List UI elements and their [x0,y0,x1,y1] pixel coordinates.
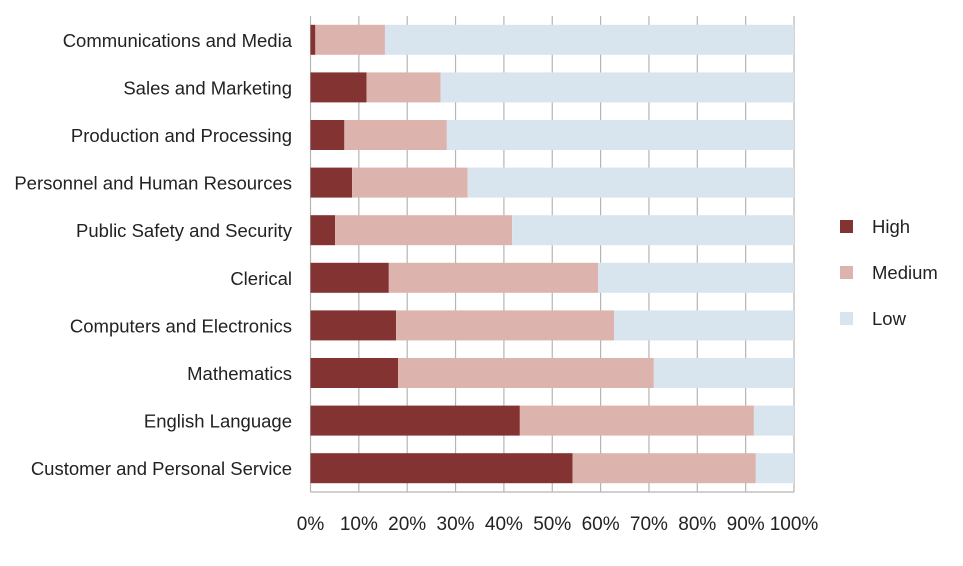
bar-low [614,310,794,341]
x-tick-label: 80% [678,514,716,535]
bar-high [310,453,573,484]
category-label: Communications and Media [63,30,293,51]
x-tick-label: 50% [533,514,571,535]
bars [310,24,794,484]
bar-low [755,453,794,484]
bar-high [310,310,397,341]
bar-high [310,262,389,293]
category-label: Personnel and Human Resources [14,173,292,194]
bar-high [310,215,336,246]
bar-low [753,405,794,436]
bar-medium [519,405,754,436]
category-label: Production and Processing [71,125,292,146]
x-tick-label: 10% [340,514,378,535]
x-tick-label: 0% [297,514,325,535]
bar-medium [366,72,441,103]
category-label: Mathematics [187,363,292,384]
bar-medium [352,167,468,198]
x-tick-label: 30% [437,514,475,535]
category-label: Sales and Marketing [123,77,292,98]
legend: High Medium Low [840,216,938,329]
bar-low [598,262,794,293]
x-tick-label: 60% [582,514,620,535]
bar-high [310,358,399,388]
bar-low [653,358,794,388]
bar-medium [315,24,385,55]
x-tick-labels: 0% 10% 20% 30% 40% 50% 60% 70% 80% 90% 100% [297,514,819,535]
bar-low [446,120,794,150]
legend-swatch-low [840,312,853,325]
bar-medium [396,310,615,341]
bar-medium [398,358,654,388]
legend-label-high: High [872,216,910,237]
bar-medium [388,262,599,293]
legend-label-low: Low [872,308,907,329]
bar-low [512,215,794,246]
bar-high [310,24,316,55]
x-tick-label: 20% [388,514,426,535]
x-tick-label: 100% [770,514,819,535]
bar-low [384,24,794,55]
category-label: Customer and Personal Service [31,458,292,479]
legend-swatch-high [840,220,853,233]
category-labels: Communications and Media Sales and Market… [14,30,292,479]
x-tick-label: 90% [727,514,765,535]
bar-medium [572,453,756,484]
category-label: Clerical [230,268,292,289]
bar-low [440,72,794,103]
legend-label-medium: Medium [872,262,938,283]
category-label: Computers and Electronics [70,315,292,336]
x-tick-label: 40% [485,514,523,535]
bar-medium [335,215,513,246]
bar-low [467,167,794,198]
category-label: Public Safety and Security [76,220,293,241]
bar-high [310,167,353,198]
bar-high [310,72,367,103]
legend-swatch-medium [840,266,853,279]
category-label: English Language [144,411,292,432]
x-tick-label: 70% [630,514,668,535]
bar-high [310,405,520,436]
bar-medium [344,120,447,150]
bar-high [310,120,345,150]
